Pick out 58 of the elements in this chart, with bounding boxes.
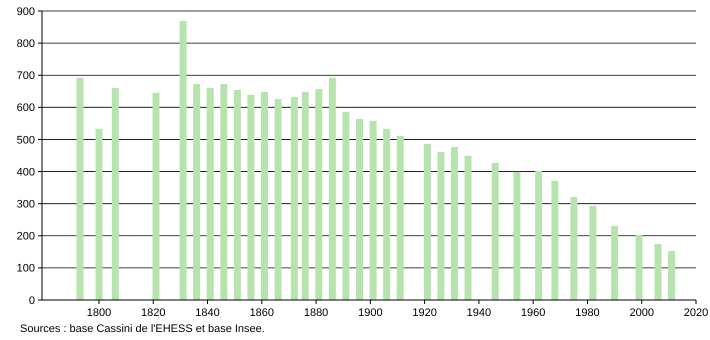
bar (570, 196, 578, 300)
x-tick-label: 1860 (250, 307, 274, 319)
x-tick-label: 1800 (86, 307, 112, 319)
bar (220, 84, 228, 300)
y-tick-label: 800 (16, 38, 35, 50)
y-tick-label: 500 (16, 134, 35, 146)
y-tick-label: 600 (16, 102, 35, 114)
x-tick-label: 1820 (141, 307, 166, 319)
x-tick-label: 1880 (304, 307, 328, 319)
bar (464, 156, 472, 300)
x-tick-label: 1960 (520, 307, 546, 319)
bar (383, 128, 390, 300)
bar (342, 112, 350, 300)
bar (551, 180, 558, 300)
bar (356, 118, 363, 300)
bar (370, 120, 377, 300)
bar (95, 128, 102, 300)
bar (450, 146, 458, 300)
y-tick-label: 300 (16, 198, 35, 211)
bar (492, 162, 499, 300)
y-tick-label: 900 (16, 6, 35, 18)
bar (193, 84, 200, 300)
x-tick-label: 1940 (466, 307, 492, 319)
y-tick-label: 400 (16, 166, 35, 178)
x-tick-label: 2020 (684, 307, 708, 319)
bar (424, 144, 431, 300)
bar (513, 172, 520, 300)
bar (112, 88, 119, 300)
bar (611, 226, 618, 300)
bar (668, 250, 676, 300)
bar (180, 20, 187, 300)
bar (396, 136, 404, 300)
bar (247, 94, 254, 300)
y-tick-label: 700 (16, 70, 35, 82)
bar (290, 97, 298, 300)
bar (589, 206, 596, 300)
y-tick-label: 0 (28, 294, 35, 307)
bar (76, 78, 84, 300)
bar (274, 98, 282, 300)
y-tick-label: 200 (16, 230, 35, 243)
bar (206, 88, 214, 300)
bar (152, 92, 160, 300)
bar (437, 152, 444, 300)
y-tick-label: 100 (16, 262, 35, 275)
x-tick-label: 1980 (575, 307, 600, 319)
bar (234, 90, 241, 300)
bar (315, 89, 322, 300)
x-tick-label: 1900 (358, 307, 383, 319)
x-tick-label: 2000 (629, 307, 654, 319)
bar (261, 92, 268, 300)
bar (636, 235, 643, 300)
source-note: Sources : base Cassini de l'EHESS et base Insee. (20, 323, 265, 335)
x-tick-label: 1840 (195, 307, 220, 319)
x-tick-label: 1920 (412, 307, 437, 319)
bar (535, 170, 542, 300)
bar (654, 244, 662, 300)
bar (328, 78, 336, 300)
bar (302, 92, 309, 300)
